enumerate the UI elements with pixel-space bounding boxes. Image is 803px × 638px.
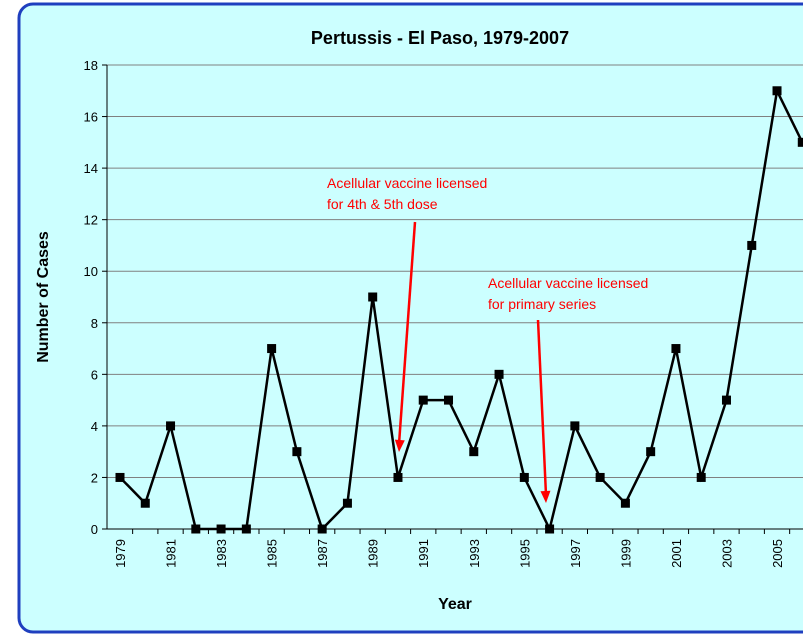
y-tick-label: 12 — [84, 213, 98, 228]
x-tick-label: 2001 — [669, 539, 684, 568]
annotation-text: for 4th & 5th dose — [327, 196, 438, 212]
chart-frame — [17, 2, 803, 634]
y-tick-label: 14 — [84, 161, 98, 176]
data-point — [570, 421, 580, 431]
data-point — [317, 524, 327, 534]
chart-title: Pertussis - El Paso, 1979-2007 — [311, 28, 569, 48]
x-tick-label: 1989 — [366, 539, 381, 568]
data-point — [115, 472, 125, 482]
data-point — [292, 447, 302, 457]
data-point — [342, 498, 352, 508]
series-line — [119, 86, 803, 533]
data-point — [469, 447, 479, 457]
data-point — [494, 369, 504, 379]
data-point — [519, 472, 529, 482]
data-point — [393, 472, 403, 482]
data-point — [620, 498, 630, 508]
x-tick-label: 1987 — [315, 539, 330, 568]
data-point — [797, 137, 803, 147]
x-tick-label: 2005 — [770, 539, 785, 568]
data-point — [595, 472, 605, 482]
x-tick-label: 1999 — [618, 539, 633, 568]
x-tick-label: 1991 — [416, 539, 431, 568]
arrow-head — [394, 439, 405, 452]
data-point — [241, 524, 251, 534]
x-tick-label: 1981 — [164, 539, 179, 568]
data-point — [646, 447, 656, 457]
data-point — [772, 86, 782, 96]
data-point — [368, 292, 378, 302]
y-tick-label: 6 — [91, 367, 98, 382]
y-axis-label: Number of Cases — [35, 231, 52, 363]
x-axis-label: Year — [438, 596, 472, 613]
x-tick-label: 1985 — [265, 539, 280, 568]
data-point — [216, 524, 226, 534]
arrow-head — [540, 490, 551, 503]
data-point — [166, 421, 176, 431]
annotation-text: Acellular vaccine licensed — [488, 275, 648, 291]
data-point — [267, 344, 277, 354]
data-point — [140, 498, 150, 508]
x-tick-label: 1993 — [467, 539, 482, 568]
y-tick-label: 18 — [84, 58, 98, 73]
y-tick-label: 8 — [91, 316, 98, 331]
y-tick-label: 0 — [91, 522, 98, 537]
x-tick-label: 1997 — [568, 539, 583, 568]
x-tick-label: 1995 — [517, 539, 532, 568]
y-tick-label: 4 — [91, 419, 98, 434]
annotation-arrow — [536, 319, 548, 496]
y-tick-label: 10 — [84, 264, 98, 279]
data-point — [671, 344, 681, 354]
data-point — [747, 240, 757, 250]
x-tick-label: 2003 — [719, 539, 734, 568]
data-point — [696, 472, 706, 482]
data-point — [191, 524, 201, 534]
annotation-text: Acellular vaccine licensed — [327, 175, 487, 191]
data-point — [721, 395, 731, 405]
x-tick-label: 1979 — [113, 539, 128, 568]
data-point — [444, 395, 454, 405]
y-tick-label: 2 — [91, 470, 98, 485]
y-tick-label: 16 — [84, 110, 98, 125]
data-point — [418, 395, 428, 405]
annotation-arrow — [397, 221, 417, 445]
x-tick-label: 1983 — [214, 539, 229, 568]
annotation-text: for primary series — [488, 296, 596, 312]
data-point — [545, 524, 555, 534]
